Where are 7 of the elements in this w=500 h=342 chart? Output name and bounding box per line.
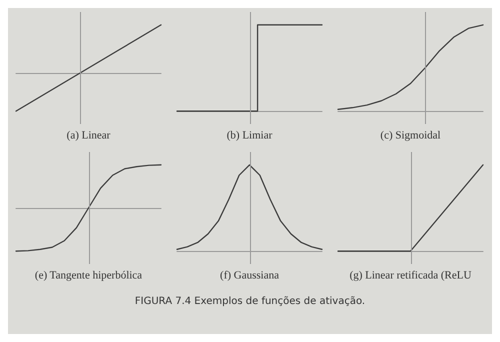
text: (g) Linear retificada (ReLU <box>350 270 472 282</box>
text: (a) Linear <box>66 130 111 142</box>
text: (b) Limiar <box>226 130 273 142</box>
text: (e) Tangente hiperbólica <box>34 270 142 282</box>
text: (c) Sigmoidal <box>380 130 441 142</box>
text: FIGURA 7.4 Exemplos de funções de ativação. <box>134 296 366 307</box>
text: (f) Gaussiana <box>220 270 280 282</box>
